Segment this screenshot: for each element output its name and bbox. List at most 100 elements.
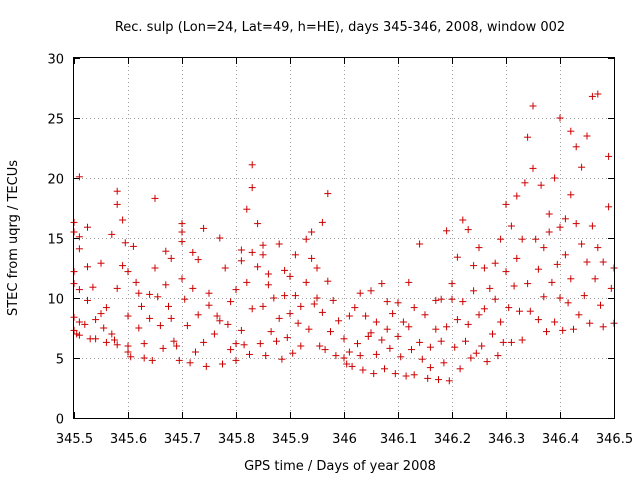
data-point	[124, 342, 132, 350]
data-point	[273, 337, 280, 345]
tick-labels: 0 5 10 15 20 25 30 345.5 345.6 345.7 345.8 345.9 346…	[47, 53, 633, 448]
data-point	[173, 342, 181, 350]
data-point	[81, 320, 89, 328]
data-point	[310, 300, 318, 308]
data-point	[578, 240, 586, 248]
data-point	[556, 294, 564, 302]
data-point	[416, 240, 424, 248]
data-point	[248, 184, 256, 192]
data-point	[491, 295, 499, 303]
data-point	[580, 292, 588, 300]
data-point	[410, 304, 418, 312]
data-point	[340, 354, 348, 362]
data-point	[178, 238, 186, 246]
data-point	[537, 181, 545, 189]
data-point	[297, 342, 305, 350]
data-point	[224, 320, 232, 328]
data-point	[553, 260, 561, 268]
data-point	[294, 319, 302, 327]
data-point	[343, 360, 351, 368]
data-point	[205, 301, 213, 309]
data-point	[283, 334, 291, 342]
data-point	[421, 311, 429, 319]
data-point	[607, 284, 615, 292]
data-point	[200, 224, 208, 232]
data-point	[362, 312, 370, 320]
data-point	[383, 325, 391, 333]
data-point	[170, 337, 178, 345]
data-point	[591, 275, 599, 283]
data-point	[192, 348, 199, 356]
data-point	[502, 200, 510, 208]
y-tick-label: 30	[47, 53, 64, 68]
data-point	[397, 353, 405, 361]
data-point	[597, 301, 604, 309]
chart-title: Rec. sulp (Lon=24, Lat=49, h=HE), days 3…	[115, 20, 565, 35]
data-point	[275, 240, 283, 248]
data-point	[367, 287, 375, 295]
data-point	[313, 294, 321, 302]
data-point	[259, 241, 267, 249]
data-point	[200, 338, 208, 346]
data-point	[394, 332, 402, 340]
data-point	[437, 337, 445, 345]
data-point	[324, 190, 332, 198]
data-point	[489, 330, 496, 338]
x-tick-label: 346.1	[380, 432, 417, 447]
data-point	[305, 325, 313, 333]
data-point	[216, 234, 224, 242]
data-point	[186, 359, 194, 367]
data-point	[480, 264, 488, 272]
data-point	[443, 227, 451, 235]
data-point	[605, 152, 613, 160]
data-point	[178, 220, 186, 228]
data-point	[129, 242, 137, 250]
data-point	[167, 314, 175, 322]
data-point	[518, 235, 526, 243]
data-point	[405, 323, 413, 331]
data-point	[383, 298, 391, 306]
data-point	[124, 268, 132, 276]
data-point	[210, 330, 218, 338]
data-point	[486, 284, 494, 292]
data-point	[440, 359, 448, 367]
x-tick-label: 346.2	[434, 432, 471, 447]
data-point	[578, 163, 586, 171]
data-point	[146, 314, 154, 322]
data-point	[583, 258, 591, 266]
data-point	[237, 246, 245, 254]
x-tick-label: 345.5	[56, 432, 93, 447]
data-point	[124, 312, 132, 320]
data-point	[391, 370, 399, 378]
data-point	[146, 290, 154, 298]
data-point	[470, 262, 478, 270]
y-tick-label: 10	[47, 293, 64, 308]
data-point	[494, 352, 502, 360]
data-point	[202, 362, 210, 370]
data-point	[262, 352, 270, 360]
plot-frame	[73, 57, 615, 419]
data-point	[92, 335, 100, 343]
data-point	[240, 341, 248, 349]
data-point	[194, 256, 202, 264]
data-point	[418, 355, 426, 363]
data-point	[507, 222, 515, 230]
data-point	[599, 323, 607, 331]
data-point	[475, 244, 483, 252]
data-point	[205, 289, 213, 297]
data-point	[321, 346, 329, 354]
data-point	[267, 328, 275, 336]
data-point	[462, 337, 469, 345]
data-point	[416, 338, 424, 346]
data-point	[135, 324, 143, 332]
data-point	[108, 230, 116, 238]
data-point	[467, 354, 475, 362]
data-point	[567, 191, 575, 199]
data-point	[372, 350, 380, 358]
data-point	[75, 331, 83, 339]
data-point	[237, 257, 245, 265]
data-point	[327, 328, 334, 336]
data-point	[497, 235, 505, 243]
data-point	[445, 377, 453, 385]
